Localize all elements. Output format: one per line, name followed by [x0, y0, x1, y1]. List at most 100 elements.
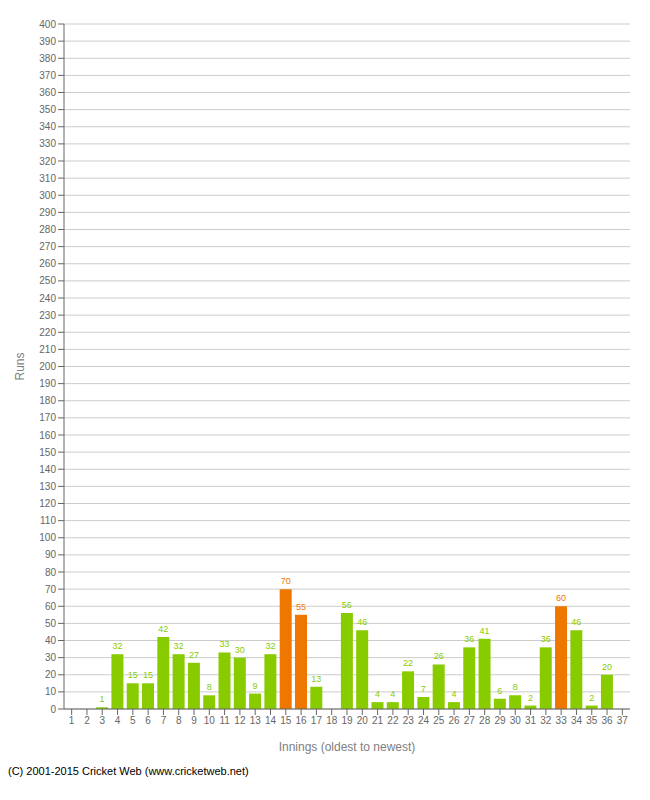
svg-text:46: 46 [357, 617, 367, 627]
svg-text:300: 300 [39, 190, 56, 201]
svg-text:7: 7 [161, 715, 167, 726]
svg-text:33: 33 [556, 715, 568, 726]
svg-text:80: 80 [45, 567, 57, 578]
svg-text:5: 5 [130, 715, 136, 726]
svg-text:12: 12 [234, 715, 246, 726]
svg-text:Innings (oldest to newest): Innings (oldest to newest) [279, 740, 416, 754]
svg-text:13: 13 [250, 715, 262, 726]
svg-text:70: 70 [45, 584, 57, 595]
svg-text:310: 310 [39, 173, 56, 184]
svg-text:8: 8 [176, 715, 182, 726]
svg-text:2: 2 [528, 693, 533, 703]
svg-text:190: 190 [39, 378, 56, 389]
svg-text:42: 42 [158, 624, 168, 634]
svg-text:36: 36 [601, 715, 613, 726]
svg-text:2: 2 [589, 693, 594, 703]
svg-text:390: 390 [39, 36, 56, 47]
svg-text:22: 22 [387, 715, 399, 726]
svg-text:100: 100 [39, 532, 56, 543]
svg-text:37: 37 [617, 715, 629, 726]
svg-text:31: 31 [525, 715, 537, 726]
svg-text:170: 170 [39, 412, 56, 423]
svg-text:200: 200 [39, 361, 56, 372]
svg-text:25: 25 [433, 715, 445, 726]
svg-text:20: 20 [45, 669, 57, 680]
svg-text:2: 2 [84, 715, 90, 726]
svg-text:15: 15 [128, 670, 138, 680]
svg-text:16: 16 [296, 715, 308, 726]
svg-text:11: 11 [219, 715, 230, 726]
svg-text:30: 30 [510, 715, 522, 726]
svg-text:4: 4 [451, 689, 456, 699]
svg-text:1: 1 [100, 694, 105, 704]
svg-text:33: 33 [219, 639, 229, 649]
svg-text:27: 27 [464, 715, 476, 726]
svg-text:15: 15 [280, 715, 292, 726]
svg-text:320: 320 [39, 156, 56, 167]
svg-text:230: 230 [39, 310, 56, 321]
svg-text:120: 120 [39, 498, 56, 509]
svg-text:19: 19 [341, 715, 353, 726]
svg-text:240: 240 [39, 293, 56, 304]
svg-text:90: 90 [45, 549, 57, 560]
svg-text:32: 32 [174, 641, 184, 651]
svg-text:55: 55 [296, 602, 306, 612]
svg-text:150: 150 [39, 447, 56, 458]
svg-text:60: 60 [556, 593, 566, 603]
svg-text:330: 330 [39, 138, 56, 149]
svg-text:41: 41 [480, 626, 490, 636]
svg-text:21: 21 [372, 715, 384, 726]
svg-text:4: 4 [390, 689, 395, 699]
svg-text:4: 4 [375, 689, 380, 699]
svg-text:30: 30 [235, 645, 245, 655]
svg-text:36: 36 [464, 634, 474, 644]
svg-text:360: 360 [39, 87, 56, 98]
svg-text:60: 60 [45, 601, 57, 612]
svg-text:380: 380 [39, 53, 56, 64]
svg-text:4: 4 [115, 715, 121, 726]
svg-text:27: 27 [189, 650, 199, 660]
svg-text:370: 370 [39, 70, 56, 81]
svg-text:210: 210 [39, 344, 56, 355]
svg-text:220: 220 [39, 327, 56, 338]
svg-text:26: 26 [449, 715, 461, 726]
svg-text:180: 180 [39, 395, 56, 406]
svg-text:34: 34 [571, 715, 583, 726]
svg-text:15: 15 [143, 670, 153, 680]
svg-text:3: 3 [99, 715, 105, 726]
svg-text:13: 13 [311, 674, 321, 684]
svg-text:8: 8 [513, 682, 518, 692]
svg-text:14: 14 [265, 715, 277, 726]
svg-text:36: 36 [541, 634, 551, 644]
svg-text:130: 130 [39, 481, 56, 492]
svg-text:10: 10 [204, 715, 216, 726]
svg-text:20: 20 [357, 715, 369, 726]
svg-text:6: 6 [497, 686, 502, 696]
svg-text:50: 50 [45, 618, 57, 629]
svg-text:17: 17 [311, 715, 323, 726]
svg-text:250: 250 [39, 275, 56, 286]
svg-text:8: 8 [207, 682, 212, 692]
svg-text:9: 9 [191, 715, 197, 726]
svg-text:56: 56 [342, 600, 352, 610]
svg-text:70: 70 [281, 576, 291, 586]
svg-text:18: 18 [326, 715, 338, 726]
svg-text:1: 1 [69, 715, 75, 726]
svg-text:160: 160 [39, 430, 56, 441]
svg-text:32: 32 [265, 641, 275, 651]
svg-text:340: 340 [39, 121, 56, 132]
svg-text:20: 20 [602, 662, 612, 672]
svg-text:23: 23 [403, 715, 415, 726]
svg-text:260: 260 [39, 258, 56, 269]
svg-text:22: 22 [403, 658, 413, 668]
svg-text:110: 110 [40, 515, 56, 526]
svg-text:10: 10 [45, 686, 57, 697]
svg-text:350: 350 [39, 104, 56, 115]
svg-text:24: 24 [418, 715, 430, 726]
svg-text:7: 7 [421, 684, 426, 694]
svg-text:30: 30 [45, 652, 57, 663]
svg-text:29: 29 [494, 715, 506, 726]
svg-text:46: 46 [571, 617, 581, 627]
svg-text:32: 32 [112, 641, 122, 651]
svg-text:0: 0 [50, 704, 56, 715]
